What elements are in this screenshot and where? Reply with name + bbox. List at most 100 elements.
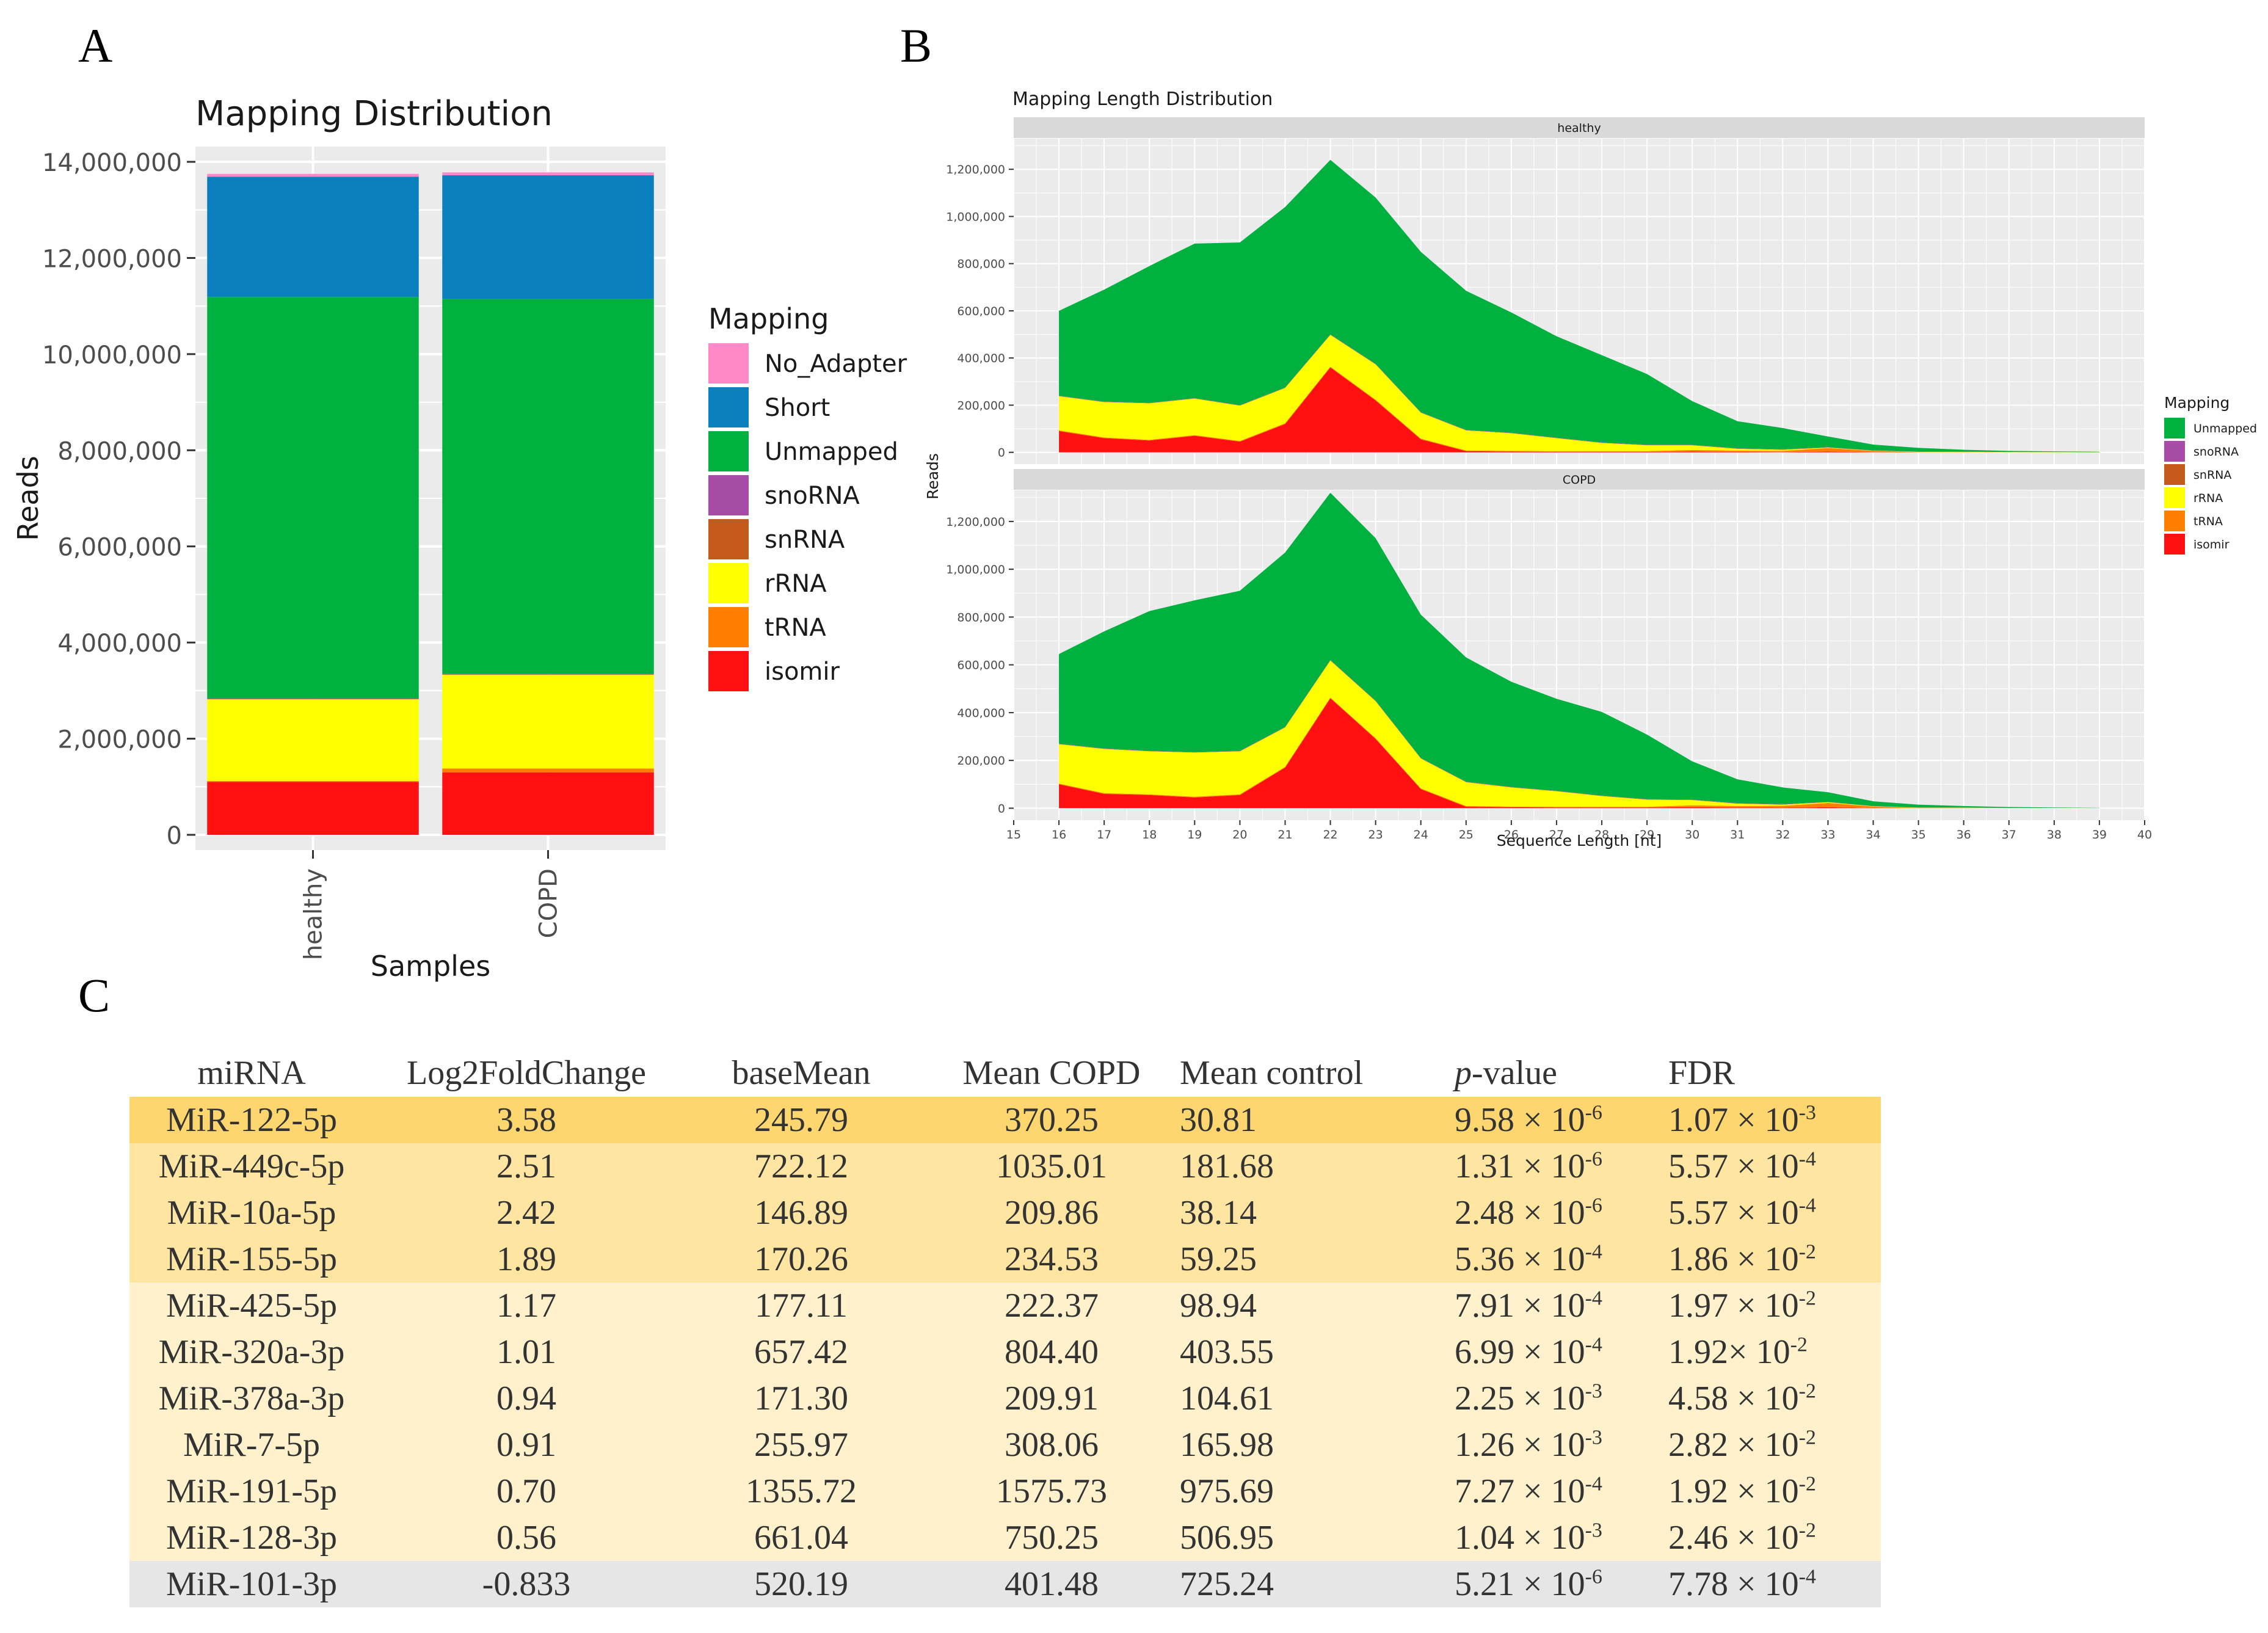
table-cell: 975.69: [1180, 1468, 1455, 1515]
bar-rrna-healthy: [207, 699, 419, 781]
area-trna-copd: [1059, 697, 2099, 809]
table-cell: 1.97 × 10-2: [1668, 1282, 1881, 1329]
legend-label-no-adapter: No_Adapter: [765, 350, 907, 378]
panel-label-b: B: [900, 19, 932, 72]
y-tick-label: 200,000: [957, 399, 1005, 412]
legend-label-snrna: snRNA: [2193, 468, 2231, 482]
x-tick-label: 15: [1006, 828, 1021, 842]
bar-isomir-copd: [442, 772, 654, 835]
area-rrna-healthy: [1059, 335, 2099, 453]
legend-title: Mapping: [708, 302, 829, 335]
table-cell: 177.11: [679, 1282, 923, 1329]
panel-label-a: A: [78, 19, 113, 72]
table-row: MiR-425-5p 1.17 177.11 222.37 98.94 7.91 × 10…: [129, 1282, 1881, 1329]
y-tick-label: 0: [998, 802, 1005, 815]
legend-swatch-trna: [2164, 511, 2185, 531]
legend-swatch-no-adapter: [708, 343, 749, 384]
y-tick-label: 0: [998, 446, 1005, 460]
area-trna-healthy: [1059, 366, 2099, 453]
table-cell: 804.40: [923, 1329, 1180, 1375]
table-cell: MiR-122-5p: [129, 1097, 374, 1143]
table-cell: 4.58 × 10-2: [1668, 1375, 1881, 1422]
x-tick-label: 30: [1685, 828, 1699, 842]
y-axis-label: Reads: [12, 456, 45, 541]
area-isomir-copd: [1059, 698, 2099, 809]
table-cell: 0.70: [374, 1468, 679, 1515]
legend-label-trna: tRNA: [765, 614, 826, 642]
table-cell: 750.25: [923, 1515, 1180, 1561]
x-tick-label: 29: [1640, 828, 1654, 842]
x-tick-label: 21: [1278, 828, 1292, 842]
x-tick-label: 38: [2047, 828, 2062, 842]
legend-label-unmapped: Unmapped: [765, 438, 898, 466]
x-tick-label: 20: [1232, 828, 1247, 842]
table-cell: 170.26: [679, 1236, 923, 1282]
x-tick-label: 26: [1504, 828, 1519, 842]
table-cell: 7.91 × 10-4: [1455, 1282, 1668, 1329]
table-cell: 181.68: [1180, 1143, 1455, 1190]
bar-trna-copd: [442, 768, 654, 773]
table-cell: 2.82 × 10-2: [1668, 1422, 1881, 1468]
table-cell: 401.48: [923, 1561, 1180, 1607]
area-unmapped-healthy: [1059, 159, 2099, 453]
table-cell: 0.91: [374, 1422, 679, 1468]
column-header-mean-control: Mean control: [1180, 1054, 1364, 1092]
table-cell: 2.42: [374, 1190, 679, 1236]
table-cell: 5.21 × 10-6: [1455, 1561, 1668, 1607]
chart-title: Mapping Distribution: [195, 94, 553, 134]
table-cell: 1.07 × 10-3: [1668, 1097, 1881, 1143]
facet-strip-healthy: [1014, 117, 2145, 138]
table-cell: 403.55: [1180, 1329, 1455, 1375]
legend-swatch-trna: [708, 607, 749, 647]
table-cell: MiR-128-3p: [129, 1515, 374, 1561]
x-tick-label: 27: [1549, 828, 1564, 842]
panel-label-c: C: [78, 969, 111, 1022]
area-snrna-copd: [1059, 660, 2099, 809]
legend-label-unmapped: Unmapped: [2193, 422, 2257, 435]
legend-label-snorna: snoRNA: [765, 482, 860, 510]
table-cell: 370.25: [923, 1097, 1180, 1143]
table-cell: 209.86: [923, 1190, 1180, 1236]
mirna-table: miRNA Log2FoldChange baseMean Mean COPD Mean…: [129, 1049, 1881, 1607]
x-tick-label: 19: [1187, 828, 1202, 842]
x-axis-label: Sequence Length [nt]: [1497, 832, 1662, 849]
y-tick-label: 600,000: [957, 659, 1005, 672]
column-header-mirna: miRNA: [197, 1054, 306, 1092]
legend-label-rrna: rRNA: [2193, 492, 2223, 505]
table-cell: 5.57 × 10-4: [1668, 1190, 1881, 1236]
legend-swatch-snrna: [2164, 464, 2185, 485]
table-cell: 1.01: [374, 1329, 679, 1375]
table-row: MiR-378a-3p 0.94 171.30 209.91 104.61 2.25 × …: [129, 1375, 1881, 1422]
table-cell: 520.19: [679, 1561, 923, 1607]
table-row: MiR-191-5p 0.70 1355.72 1575.73 975.69 7.27 ×…: [129, 1468, 1881, 1515]
legend-label-isomir: isomir: [765, 658, 840, 686]
table-cell: 1.17: [374, 1282, 679, 1329]
table-row: MiR-122-5p 3.58 245.79 370.25 30.81 9.58 × 10…: [129, 1097, 1881, 1143]
table-cell: 30.81: [1180, 1097, 1455, 1143]
legend-swatch-unmapped: [708, 431, 749, 471]
legend-swatch-isomir: [708, 651, 749, 691]
table-cell: 171.30: [679, 1375, 923, 1422]
x-tick-label: 37: [2002, 828, 2016, 842]
table-cell: 5.36 × 10-4: [1455, 1236, 1668, 1282]
table-cell: 165.98: [1180, 1422, 1455, 1468]
x-tick-label: 28: [1594, 828, 1609, 842]
table-cell: 38.14: [1180, 1190, 1455, 1236]
table-cell: MiR-425-5p: [129, 1282, 374, 1329]
bar-snorna-healthy: [207, 698, 419, 699]
legend-label-isomir: isomir: [2193, 538, 2230, 551]
area-unmapped-copd: [1059, 492, 2099, 809]
bar-unmapped-copd: [442, 299, 654, 674]
table-cell: -0.833: [374, 1561, 679, 1607]
x-tick-label: 40: [2137, 828, 2152, 842]
table-cell: 1.04 × 10-3: [1455, 1515, 1668, 1561]
table-cell: 506.95: [1180, 1515, 1455, 1561]
bar-trna-healthy: [207, 780, 419, 782]
table-cell: 234.53: [923, 1236, 1180, 1282]
table-cell: 1.26 × 10-3: [1455, 1422, 1668, 1468]
x-tick-label: 34: [1866, 828, 1880, 842]
bar-isomir-healthy: [207, 782, 419, 835]
table-cell: 245.79: [679, 1097, 923, 1143]
y-tick-label: 10,000,000: [42, 341, 182, 369]
x-tick-label: 33: [1820, 828, 1835, 842]
